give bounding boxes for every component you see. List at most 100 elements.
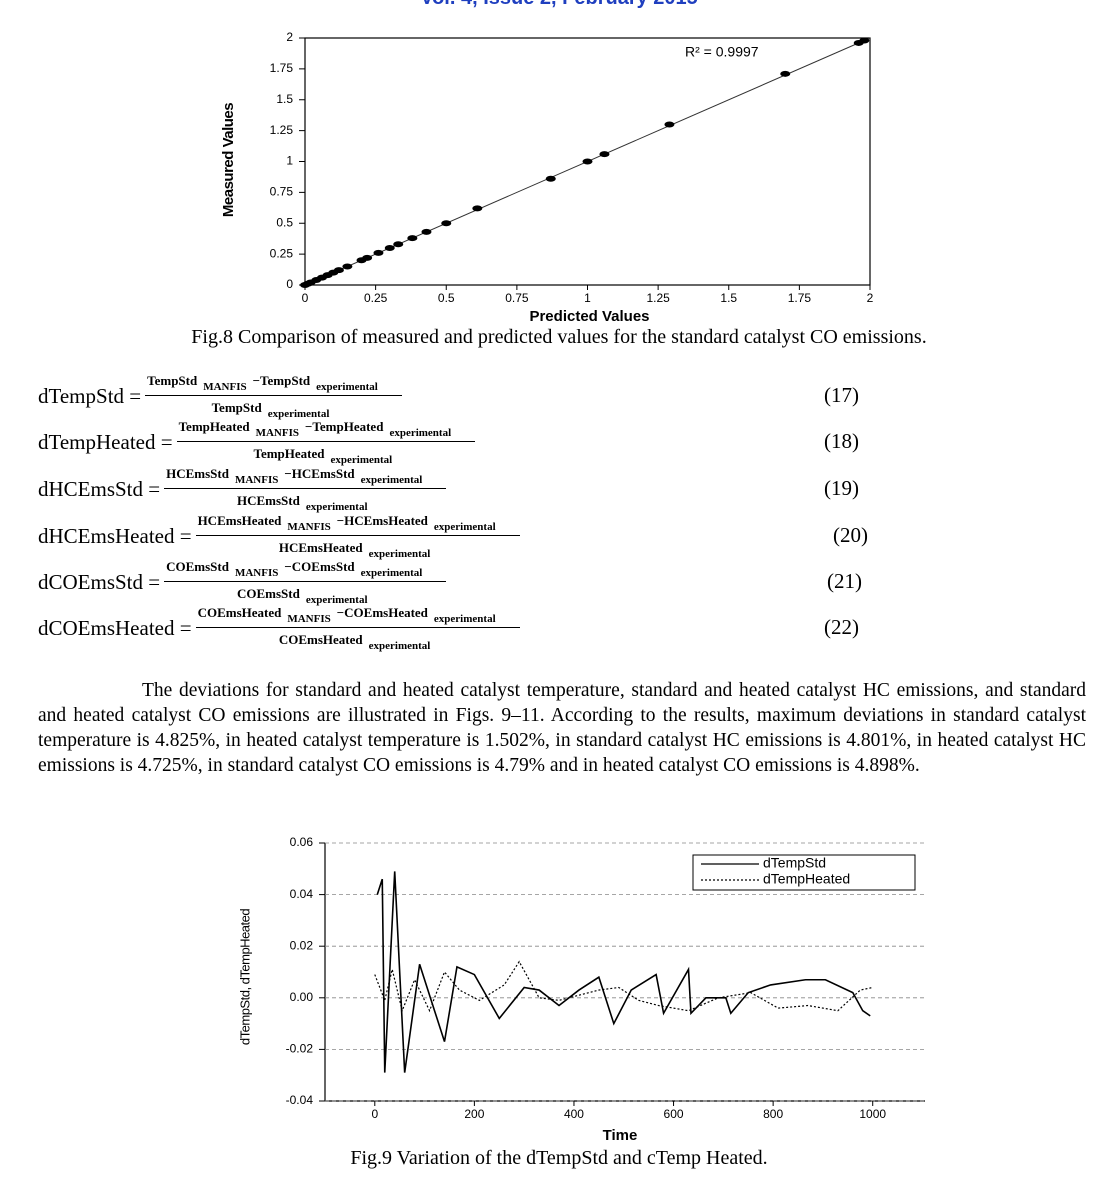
denominator: HCEmsStd experimental xyxy=(237,489,374,513)
equation: dCOEmsStd = COEmsStd MANFIS −COEmsStd experi… xyxy=(38,558,447,606)
fraction: COEmsStd MANFIS −COEmsStd experimental COEms… xyxy=(164,558,447,606)
x-tick-label: 1.25 xyxy=(646,291,670,305)
y-tick-label: 0.00 xyxy=(290,990,314,1004)
denominator: COEmsStd experimental xyxy=(237,582,374,606)
y-tick-label: 0.02 xyxy=(290,938,314,952)
data-point xyxy=(859,37,870,44)
numerator: TempStd MANFIS −TempStd experimental xyxy=(145,373,402,396)
data-point xyxy=(384,244,395,251)
term: COEmsHeated xyxy=(197,604,282,620)
chart: 0 0.25 0.5 0.75 1 1.25 1.5 1.75 2 0 0.25 0.5 0.75 1 1.… xyxy=(220,30,874,325)
numerator: TempHeated MANFIS −TempHeated experimental xyxy=(176,418,476,442)
term: TempHeated xyxy=(253,445,325,461)
term: HCEmsHeated xyxy=(197,512,282,528)
x-tick-label: 0.25 xyxy=(364,291,388,305)
subscript: MANFIS xyxy=(287,612,331,625)
x-tick-label: 0 xyxy=(302,291,309,305)
subscript: experimental xyxy=(368,547,431,560)
equation-number: (17) xyxy=(824,383,859,407)
data-point xyxy=(333,267,344,274)
x-tick-label: 1.5 xyxy=(720,291,737,305)
y-tick-label: 1 xyxy=(286,154,293,168)
fraction: HCEmsHeated MANFIS −HCEmsHeated experimenta… xyxy=(195,512,520,560)
equation-number: (21) xyxy=(827,569,862,593)
term: TempStd xyxy=(147,372,198,388)
term: −HCEmsHeated xyxy=(336,512,428,528)
term: −TempStd xyxy=(252,372,311,388)
term: −COEmsStd xyxy=(284,558,355,574)
numerator: HCEmsHeated MANFIS −HCEmsHeated experimenta… xyxy=(195,512,520,536)
term: −HCEmsStd xyxy=(284,465,355,481)
data-point xyxy=(780,70,791,77)
equation: dTempHeated = TempHeated MANFIS −TempHeated… xyxy=(38,418,476,466)
annotation: R² = 0.9997 xyxy=(685,44,759,60)
data-point xyxy=(407,235,418,242)
subscript: experimental xyxy=(368,639,431,652)
legend-label: dTempStd xyxy=(763,855,826,871)
data-point xyxy=(393,241,404,248)
y-tick-label: 0.06 xyxy=(290,835,314,849)
equation-number: (22) xyxy=(824,615,859,639)
data-point xyxy=(421,228,432,235)
numerator: HCEmsStd MANFIS −HCEmsStd experimental xyxy=(164,465,447,489)
figure-caption: Fig.9 Variation of the dTempStd and cTem… xyxy=(350,1147,768,1169)
paragraph: The deviations for standard and heated c… xyxy=(38,680,1086,776)
equation-number: (20) xyxy=(833,523,868,547)
y-tick-label: 0.04 xyxy=(290,887,314,901)
subscript: experimental xyxy=(360,566,423,579)
fraction: HCEmsStd MANFIS −HCEmsStd experimental HCEms… xyxy=(164,465,447,513)
term: −COEmsHeated xyxy=(336,604,428,620)
y-tick-label: 2 xyxy=(286,30,293,44)
fraction: TempStd MANFIS −TempStd experimental TempStd… xyxy=(145,373,402,420)
equation-lhs: dHCEmsHeated = xyxy=(38,523,192,548)
term: TempHeated xyxy=(178,418,250,434)
equation: dHCEmsStd = HCEmsStd MANFIS −HCEmsStd experi… xyxy=(38,465,447,513)
subscript: experimental xyxy=(433,520,496,533)
y-tick-label: 1.25 xyxy=(270,123,294,137)
x-tick-label: 2 xyxy=(867,291,874,305)
term: −TempHeated xyxy=(305,418,384,434)
denominator: TempStd experimental xyxy=(212,396,336,420)
data-point xyxy=(441,220,452,227)
x-tick-label: 1 xyxy=(584,291,591,305)
series-line xyxy=(376,871,871,1073)
denominator: HCEmsHeated experimental xyxy=(279,536,436,560)
subscript: experimental xyxy=(433,612,496,625)
data-point xyxy=(373,249,384,256)
y-tick-label: 1.5 xyxy=(276,92,293,106)
x-tick-label: 800 xyxy=(763,1107,783,1121)
term: HCEmsHeated xyxy=(278,539,363,555)
x-tick-label: 400 xyxy=(564,1107,584,1121)
data-point xyxy=(362,254,373,261)
equation: dTempStd = TempStd MANFIS −TempStd experimen… xyxy=(38,373,402,420)
term: COEmsStd xyxy=(236,585,300,601)
numerator: COEmsHeated MANFIS −COEmsHeated experimenta… xyxy=(195,604,520,628)
numerator: COEmsStd MANFIS −COEmsStd experimental xyxy=(164,558,447,582)
x-tick-label: 0.75 xyxy=(505,291,529,305)
fraction: TempHeated MANFIS −TempHeated experimental T… xyxy=(176,418,476,466)
subscript: MANFIS xyxy=(287,520,331,533)
equation-lhs: dHCEmsStd = xyxy=(38,476,161,501)
term: HCEmsStd xyxy=(166,465,229,481)
term: HCEmsStd xyxy=(236,492,300,508)
chart: -0.04 -0.02 0.00 0.02 0.04 0.06 0 200 400 600 800 1… xyxy=(237,835,925,1144)
subscript: MANFIS xyxy=(234,566,279,579)
denominator: TempHeated experimental xyxy=(253,442,398,466)
y-tick-label: 0.75 xyxy=(270,185,294,199)
y-axis-label: dTempStd, dTempHeated xyxy=(237,909,252,1045)
x-axis-label: Time xyxy=(603,1127,638,1144)
denominator: COEmsHeated experimental xyxy=(279,628,436,652)
x-tick-label: 1.75 xyxy=(788,291,812,305)
equation-number: (18) xyxy=(824,429,859,453)
legend-label: dTempHeated xyxy=(763,871,850,887)
subscript: experimental xyxy=(305,500,368,513)
y-tick-label: -0.02 xyxy=(286,1042,314,1056)
x-tick-label: 600 xyxy=(664,1107,684,1121)
x-tick-label: 0.5 xyxy=(438,291,455,305)
subscript: MANFIS xyxy=(234,473,279,486)
term: COEmsStd xyxy=(166,558,229,574)
equation-number: (19) xyxy=(824,476,859,500)
subscript: MANFIS xyxy=(203,380,247,393)
subscript: experimental xyxy=(360,473,423,486)
